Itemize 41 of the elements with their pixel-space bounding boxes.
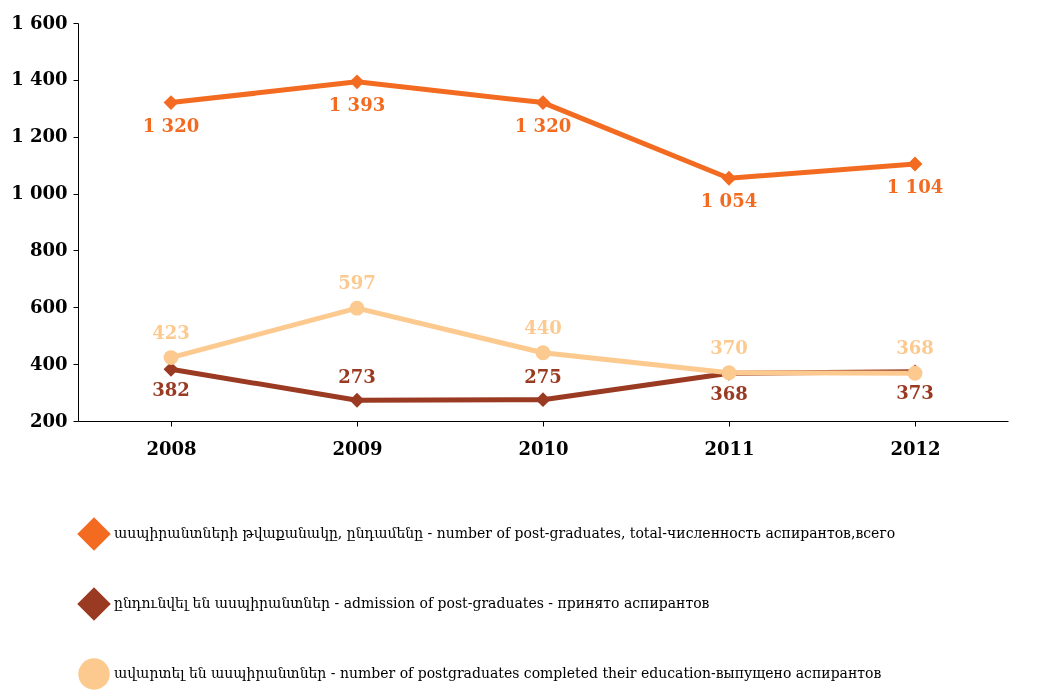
point [349,300,365,316]
legend-label: ավարտել են ասպիրանտներ - number of postgraduates completed their education-выпущено аспирантов [114,665,882,681]
x-tick-label: 2012 [890,437,941,459]
y-tick-label: 1 200 [11,125,68,147]
point [163,350,179,366]
point [721,170,737,186]
point [907,156,923,172]
point [349,74,365,90]
data-label: 1 320 [514,114,572,136]
point [535,95,551,111]
data-label: 382 [152,379,190,401]
x-tick-label: 2011 [704,437,755,459]
data-label: 273 [338,366,376,388]
y-tick-label: 1 000 [11,182,68,204]
data-label: 1 054 [700,190,758,212]
point [535,345,551,361]
y-tick-label: 200 [29,409,68,431]
x-tick-label: 2008 [146,437,197,459]
data-label: 370 [710,336,748,358]
point [349,392,365,408]
data-label: 1 104 [886,176,944,198]
data-label: 368 [896,337,934,359]
y-tick-label: 1 400 [11,68,68,90]
point [163,95,179,111]
y-tick-label: 400 [29,352,68,374]
data-label: 1 320 [142,114,200,136]
x-tick-label: 2009 [332,437,383,459]
x-tick-label: 2010 [518,437,569,459]
y-tick-label: 600 [29,295,68,317]
legend-label: ասպիրանտների թվաքանակը, ընդամենը - number of post-graduates, total-численность аспирантов,всего [114,525,896,541]
data-label: 423 [152,321,190,343]
data-label: 373 [896,381,934,403]
y-tick-label: 1 600 [11,11,68,33]
data-label: 597 [338,272,376,294]
data-label: 368 [710,383,748,405]
data-label: 1 393 [328,93,386,115]
legend-label: ընդունվել են ասպիրանտներ - admission of post-graduates - принято аспирантов [114,595,710,611]
y-tick-label: 800 [29,238,68,260]
point [535,392,551,408]
data-label: 275 [524,365,562,387]
data-label: 440 [524,316,562,338]
